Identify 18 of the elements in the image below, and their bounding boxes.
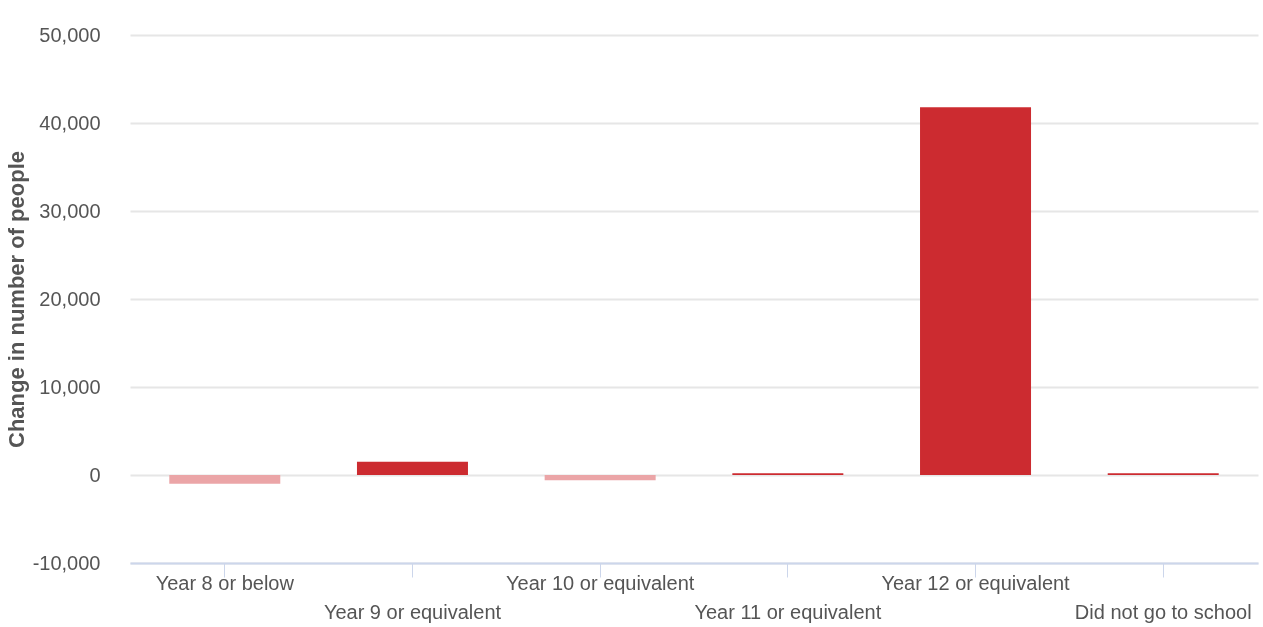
y-tick-label: 20,000 <box>39 287 101 310</box>
x-tick-label: Year 8 or below <box>155 571 295 594</box>
x-tick-label: Year 11 or equivalent <box>694 600 882 623</box>
y-tick-label: 50,000 <box>39 23 101 46</box>
y-tick-label: 0 <box>89 463 101 486</box>
y-tick-label: -10,000 <box>32 551 101 574</box>
bar <box>920 107 1032 475</box>
x-tick-label: Year 9 or equivalent <box>323 600 502 623</box>
x-tick-label: Did not go to school <box>1074 600 1252 623</box>
y-tick-label: 40,000 <box>39 111 101 134</box>
x-tick-label: Year 10 or equivalent <box>506 571 695 594</box>
bar <box>544 475 656 481</box>
y-tick-label: 30,000 <box>39 199 101 222</box>
bar <box>356 461 468 475</box>
bar <box>169 475 281 484</box>
x-tick-label: Year 12 or equivalent <box>881 571 1071 594</box>
y-axis-title: Change in number of people <box>3 150 29 449</box>
y-tick-label: 10,000 <box>39 375 101 398</box>
